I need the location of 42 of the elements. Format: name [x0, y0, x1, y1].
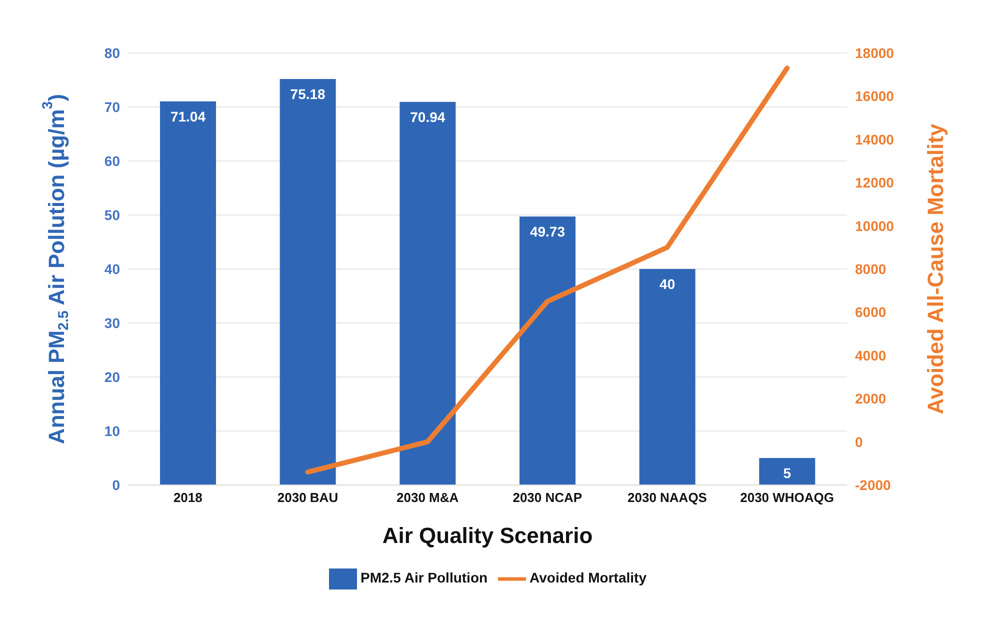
y2-tick-label: 14000 [855, 131, 894, 148]
y-tick-label: 70 [104, 98, 120, 115]
legend-label: Avoided Mortality [530, 570, 646, 586]
y2-tick-label: 8000 [855, 260, 886, 277]
y-tick-label: 40 [104, 260, 120, 277]
y2-tick-label: 6000 [855, 304, 886, 320]
data-label: 75.18 [290, 86, 326, 102]
x-tick-label: 2030 WHOAQG [740, 490, 834, 506]
y2-axis-title: Avoided All-Cause Mortality [922, 122, 948, 414]
data-label: 70.94 [410, 108, 446, 125]
y-tick-label: 80 [104, 44, 120, 61]
y2-tick-label: -2000 [855, 476, 892, 493]
bar [400, 102, 456, 485]
y-tick-label: 30 [104, 314, 120, 331]
data-label: 5 [783, 465, 792, 481]
y2-tick-label: 16000 [855, 88, 894, 104]
y-tick-label: 60 [104, 152, 120, 169]
bar [280, 79, 336, 485]
x-tick-label: 2018 [173, 490, 202, 506]
bar [639, 269, 696, 485]
x-axis-title: Air Quality Scenario [382, 522, 593, 548]
y2-tick-label: 4000 [855, 347, 886, 364]
y-tick-label: 0 [112, 476, 120, 493]
y2-tick-label: 0 [855, 434, 863, 450]
bar [160, 101, 216, 485]
x-tick-label: 2030 NCAP [512, 490, 582, 506]
data-label: 49.73 [530, 223, 566, 240]
y2-tick-label: 18000 [855, 44, 894, 61]
y2-tick-label: 12000 [855, 174, 894, 191]
y-tick-label: 10 [104, 422, 120, 439]
data-label: 71.04 [170, 108, 206, 124]
bar [759, 458, 816, 485]
data-label: 40 [660, 276, 676, 292]
legend-label: PM2.5 Air Pollution [360, 570, 488, 586]
bar [520, 216, 576, 485]
x-tick-label: 2030 M&A [396, 490, 460, 506]
y-tick-label: 50 [104, 206, 120, 223]
x-tick-label: 2030 BAU [277, 490, 338, 506]
y-tick-label: 20 [104, 368, 120, 385]
x-tick-label: 2030 NAAQS [628, 490, 708, 506]
y2-tick-label: 10000 [855, 218, 894, 234]
y2-tick-label: 2000 [855, 390, 886, 407]
